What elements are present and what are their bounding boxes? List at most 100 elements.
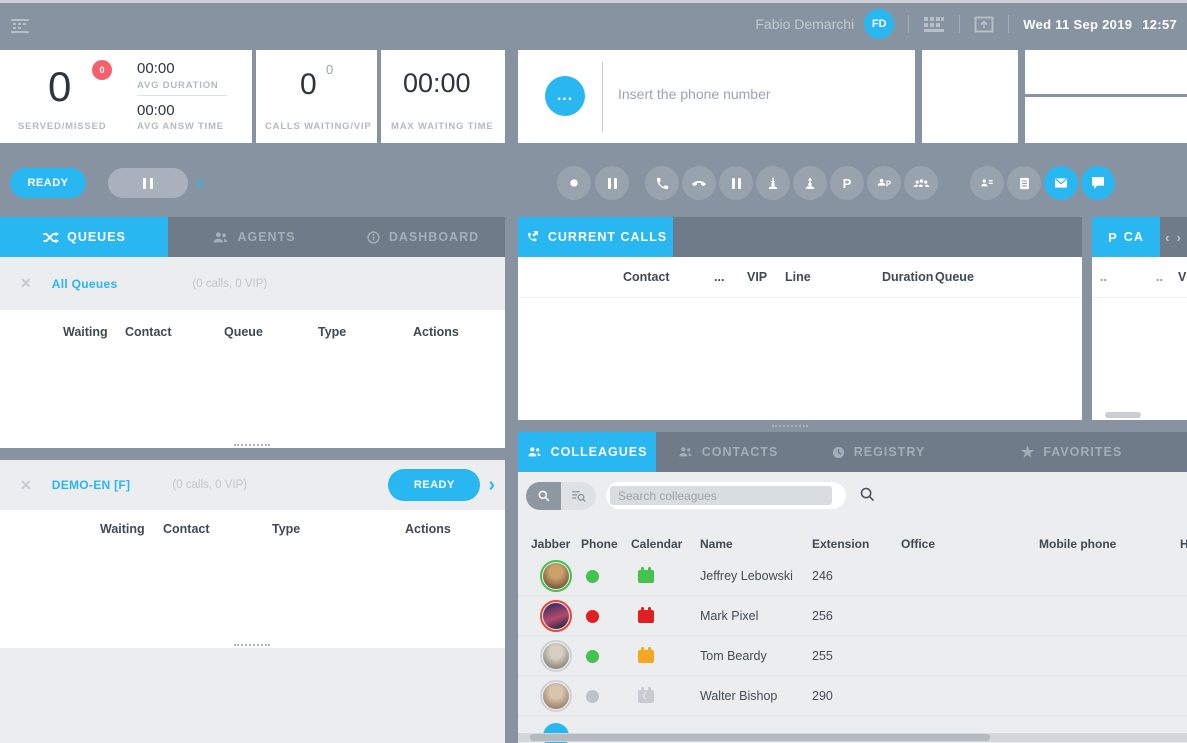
pause-call-button[interactable] [595, 166, 629, 200]
resize-grip[interactable] [772, 425, 808, 427]
tab-current-calls[interactable]: CURRENT CALLS [518, 217, 673, 257]
colleague-row[interactable]: Jeffrey Lebowski 246 [518, 556, 1187, 596]
scrollbar-thumb[interactable] [530, 734, 990, 741]
colleague-row[interactable]: Tom Beardy 255 [518, 636, 1187, 676]
call-pickup-button[interactable] [756, 166, 790, 200]
park-to-person-button[interactable]: P [867, 166, 901, 200]
tab-favorites[interactable]: ★ FAVORITES [956, 432, 1187, 472]
keypad-icon[interactable] [923, 16, 945, 33]
chat-button[interactable] [1081, 166, 1115, 200]
col-phone[interactable]: Phone [581, 537, 618, 551]
col-extension[interactable]: Extension [812, 537, 870, 551]
col-name[interactable]: Name [700, 537, 733, 551]
search-submit-icon[interactable] [859, 486, 876, 508]
queue-info: (0 calls, 0 VIP) [172, 479, 248, 491]
tab-queues[interactable]: QUEUES [0, 217, 168, 257]
search-mode-toggle [526, 482, 596, 510]
col-contact: Contact [163, 522, 210, 536]
colleagues-icon [527, 447, 541, 457]
queue-stats-panel: 0 0 SERVED/MISSED 00:00 AVG DURATION 00:… [0, 50, 252, 143]
agent-status-button[interactable]: READY [10, 168, 86, 198]
tab-dashboard[interactable]: DASHBOARD [340, 217, 505, 257]
search-input[interactable] [610, 486, 832, 505]
col-jabber[interactable]: Jabber [531, 537, 571, 551]
col-mobile-phone[interactable]: Mobile phone [1039, 537, 1117, 551]
close-icon[interactable]: ✕ [20, 275, 32, 291]
status-expand-chevron-icon[interactable]: › [196, 172, 203, 194]
answer-call-button[interactable] [645, 166, 679, 200]
avatar-ring [540, 680, 572, 712]
pause-status-button[interactable] [108, 168, 188, 198]
avatar[interactable] [543, 563, 569, 589]
calls-waiting-label: CALLS WAITING/VIP [265, 121, 372, 132]
resize-grip[interactable] [234, 644, 270, 646]
calendar-status-icon [638, 607, 654, 623]
conference-button[interactable] [904, 166, 938, 200]
call-history-button[interactable] [1007, 166, 1041, 200]
colleague-name[interactable]: Mark Pixel [700, 609, 759, 623]
colleague-name[interactable]: Jeffrey Lebowski [700, 569, 793, 583]
missed-badge: 0 [92, 60, 112, 80]
user-avatar[interactable]: FD [864, 9, 895, 39]
avatar[interactable] [543, 643, 569, 669]
horizontal-scrollbar[interactable] [518, 733, 1187, 742]
current-calls-tab-bar: CURRENT CALLS [518, 217, 1082, 257]
popout-window-icon[interactable] [974, 16, 994, 33]
avatar[interactable] [543, 683, 569, 709]
park-call-button[interactable]: P [830, 166, 864, 200]
avg-answer-label: AVG ANSW TIME [137, 121, 224, 132]
panel-prev-icon[interactable]: ‹ [1165, 229, 1171, 245]
tab-parked-calls[interactable]: P CA [1092, 217, 1160, 257]
parked-calls-table: .. .. V [1092, 257, 1187, 420]
colleague-row[interactable] [518, 716, 1187, 743]
key-cell-bottom[interactable] [1025, 97, 1187, 143]
current-time: 12:57 [1142, 16, 1177, 32]
tab-contacts[interactable]: CONTACTS [656, 432, 800, 472]
tab-registry[interactable]: REGISTRY [800, 432, 956, 472]
pause-icon [150, 177, 153, 189]
resize-grip[interactable] [234, 444, 270, 446]
colleague-name[interactable]: Tom Beardy [700, 649, 767, 663]
key-cell-top[interactable] [1025, 50, 1187, 94]
voicemail-button[interactable] [1044, 166, 1078, 200]
avatar-ring [540, 640, 572, 672]
contact-card-button[interactable] [970, 166, 1004, 200]
col-clipped: .. [1100, 270, 1107, 284]
hangup-button[interactable] [682, 166, 716, 200]
queue-name[interactable]: All Queues [51, 276, 118, 291]
col-contact: Contact [125, 325, 172, 339]
avg-duration-label: AVG DURATION [137, 80, 219, 91]
call-controls-group: P P [645, 166, 938, 200]
simple-search-button[interactable] [526, 482, 561, 510]
app-menu-icon[interactable] [10, 18, 30, 34]
colleague-extension: 256 [812, 609, 833, 623]
dial-more-button[interactable]: ... [545, 76, 585, 116]
col-clipped: .. [1156, 270, 1163, 284]
mini-scrollbar[interactable] [1105, 412, 1141, 418]
close-icon[interactable]: ✕ [20, 476, 32, 493]
col-actions: Actions [405, 522, 451, 536]
col-office[interactable]: Office [901, 537, 936, 551]
call-transfer-button[interactable] [793, 166, 827, 200]
queue-ready-button[interactable]: READY [388, 469, 481, 501]
contacts-icon [679, 447, 692, 457]
col-calendar[interactable]: Calendar [631, 537, 683, 551]
hold-button[interactable] [719, 166, 753, 200]
tab-colleagues[interactable]: COLLEAGUES [518, 432, 656, 472]
tab-agents[interactable]: AGENTS [168, 217, 340, 257]
col-clipped[interactable]: H [1180, 537, 1187, 551]
record-button[interactable] [557, 166, 591, 200]
max-waiting-panel: 00:00 MAX WAITING TIME [381, 50, 505, 143]
queue-name[interactable]: DEMO-EN [F] [51, 478, 131, 492]
colleague-row[interactable]: Mark Pixel 256 [518, 596, 1187, 636]
colleague-name[interactable]: Walter Bishop [700, 689, 778, 703]
colleague-row[interactable]: ☾ Walter Bishop 290 [518, 676, 1187, 716]
phone-number-input[interactable] [618, 86, 888, 102]
panel-next-icon[interactable]: › [1176, 229, 1182, 245]
queue-expand-chevron-icon[interactable]: › [488, 474, 495, 496]
user-name[interactable]: Fabio Demarchi [755, 16, 855, 32]
avatar-ring [540, 600, 572, 632]
avatar[interactable] [543, 603, 569, 629]
advanced-search-button[interactable] [561, 482, 596, 510]
